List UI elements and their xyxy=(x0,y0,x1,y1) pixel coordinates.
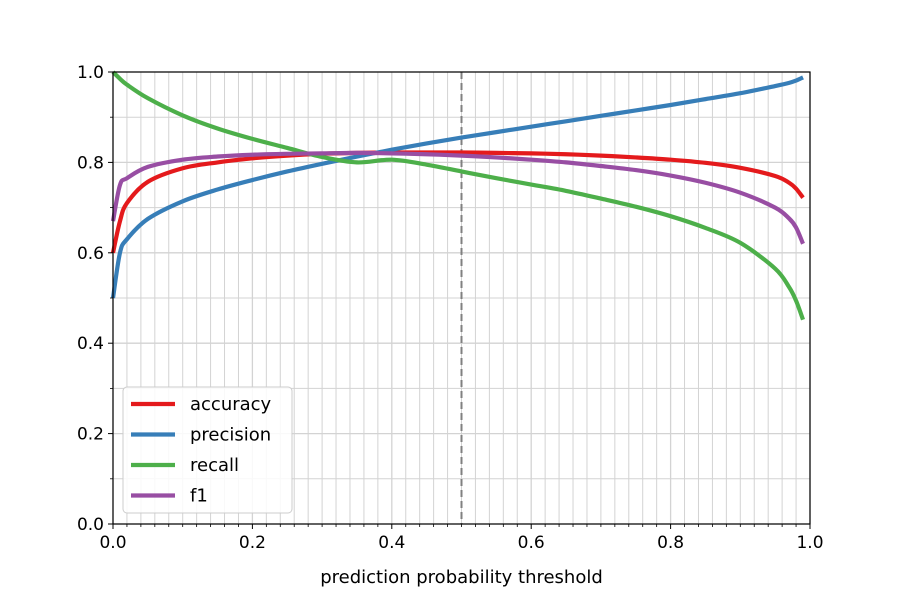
series-lines xyxy=(110,70,806,321)
x-tick-label: 0.2 xyxy=(239,533,266,553)
x-tick-label: 1.0 xyxy=(796,533,823,553)
series-line-recall xyxy=(111,70,806,321)
tick-labels: 0.0 0.2 0.4 0.6 0.8 1.0 0.0 0.2 0.4 0.6 0.8 1.0 xyxy=(77,63,824,553)
legend-label-f1: f1 xyxy=(190,486,208,507)
x-tick-label: 0.4 xyxy=(378,533,405,553)
x-axis-label: prediction probability threshold xyxy=(320,567,603,588)
axis-ticks xyxy=(108,71,811,529)
y-tick-label: 0.6 xyxy=(77,244,104,264)
y-tick-label: 1.0 xyxy=(77,63,104,83)
legend-label-precision: precision xyxy=(190,425,271,446)
legend-label-recall: recall xyxy=(190,455,239,476)
series-line-f1 xyxy=(110,150,805,245)
x-tick-label: 0.6 xyxy=(518,533,545,553)
series-line-precision xyxy=(110,75,804,299)
legend-label-accuracy: accuracy xyxy=(190,394,272,415)
y-tick-label: 0.2 xyxy=(77,425,104,445)
legend-box xyxy=(122,386,293,514)
legend: accuracy precision recall f1 xyxy=(122,386,293,514)
y-tick-label: 0.4 xyxy=(77,334,104,354)
series-line-accuracy xyxy=(110,150,805,254)
y-tick-label: 0.0 xyxy=(77,515,104,535)
x-tick-label: 0.8 xyxy=(657,533,684,553)
x-tick-label: 0.0 xyxy=(99,533,126,553)
y-tick-label: 0.8 xyxy=(77,153,104,173)
